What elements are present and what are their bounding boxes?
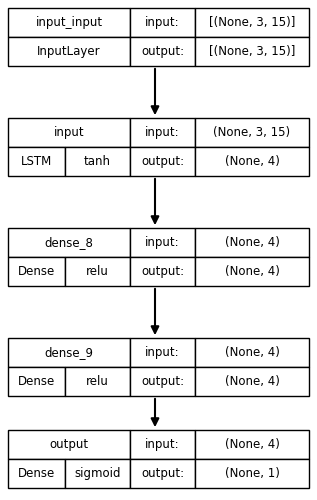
- Bar: [195, 8, 309, 37]
- Text: output:: output:: [141, 467, 184, 480]
- Text: Dense: Dense: [18, 375, 55, 388]
- Text: (None, 3, 15): (None, 3, 15): [213, 126, 291, 139]
- Bar: [130, 147, 195, 176]
- Bar: [8, 459, 65, 488]
- Text: input:: input:: [145, 16, 180, 29]
- Text: [(None, 3, 15)]: [(None, 3, 15)]: [209, 45, 295, 58]
- Text: output:: output:: [141, 375, 184, 388]
- Bar: [195, 430, 309, 459]
- Text: sigmoid: sigmoid: [74, 467, 121, 480]
- Text: relu: relu: [86, 265, 109, 278]
- Bar: [195, 338, 309, 367]
- Bar: [130, 459, 195, 488]
- Bar: [8, 228, 130, 257]
- Bar: [130, 8, 195, 37]
- Text: (None, 4): (None, 4): [224, 375, 280, 388]
- Bar: [195, 147, 309, 176]
- Text: (None, 1): (None, 1): [224, 467, 280, 480]
- Bar: [8, 37, 130, 66]
- Bar: [130, 257, 195, 286]
- Text: tanh: tanh: [84, 155, 111, 168]
- Text: input:: input:: [145, 126, 180, 139]
- Text: input_input: input_input: [36, 16, 103, 29]
- Bar: [8, 257, 65, 286]
- Text: (None, 4): (None, 4): [224, 236, 280, 249]
- Text: output:: output:: [141, 155, 184, 168]
- Bar: [65, 147, 130, 176]
- Bar: [130, 118, 195, 147]
- Text: output:: output:: [141, 45, 184, 58]
- Bar: [65, 459, 130, 488]
- Bar: [8, 338, 130, 367]
- Text: output: output: [49, 438, 88, 451]
- Text: input:: input:: [145, 236, 180, 249]
- Text: input:: input:: [145, 346, 180, 359]
- Text: [(None, 3, 15)]: [(None, 3, 15)]: [209, 16, 295, 29]
- Bar: [8, 147, 65, 176]
- Text: InputLayer: InputLayer: [37, 45, 101, 58]
- Bar: [8, 118, 130, 147]
- Bar: [195, 257, 309, 286]
- Text: dense_8: dense_8: [45, 236, 94, 249]
- Bar: [130, 228, 195, 257]
- Bar: [8, 8, 130, 37]
- Text: (None, 4): (None, 4): [224, 265, 280, 278]
- Text: input: input: [54, 126, 84, 139]
- Text: dense_9: dense_9: [44, 346, 94, 359]
- Bar: [195, 37, 309, 66]
- Text: (None, 4): (None, 4): [224, 438, 280, 451]
- Text: (None, 4): (None, 4): [224, 155, 280, 168]
- Bar: [8, 367, 65, 396]
- Bar: [195, 118, 309, 147]
- Bar: [130, 37, 195, 66]
- Text: output:: output:: [141, 265, 184, 278]
- Text: input:: input:: [145, 438, 180, 451]
- Bar: [130, 367, 195, 396]
- Text: LSTM: LSTM: [21, 155, 52, 168]
- Text: (None, 4): (None, 4): [224, 346, 280, 359]
- Bar: [195, 228, 309, 257]
- Bar: [130, 430, 195, 459]
- Bar: [65, 257, 130, 286]
- Text: Dense: Dense: [18, 467, 55, 480]
- Bar: [130, 338, 195, 367]
- Text: Dense: Dense: [18, 265, 55, 278]
- Bar: [195, 459, 309, 488]
- Bar: [8, 430, 130, 459]
- Bar: [195, 367, 309, 396]
- Text: relu: relu: [86, 375, 109, 388]
- Bar: [65, 367, 130, 396]
